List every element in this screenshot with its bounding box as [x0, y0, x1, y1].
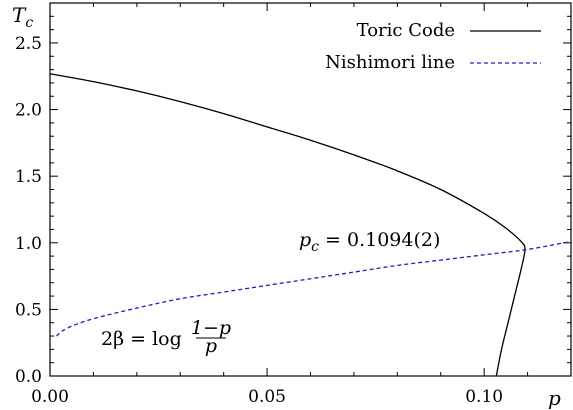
y-tick-label: 0.0 [15, 367, 42, 387]
x-tick-label: 0.05 [248, 387, 286, 407]
nishimori-formula-annotation: 2β = log 1−p p [101, 317, 231, 357]
legend: Toric Code Nishimori line [325, 20, 541, 73]
formula-denominator: p [205, 335, 217, 357]
y-axis-title-subscript: c [25, 15, 33, 31]
x-tick-label: 0.00 [31, 387, 69, 407]
y-axis-title: Tc [12, 3, 33, 31]
series-layer [49, 73, 572, 377]
y-tick-label: 0.5 [15, 300, 42, 320]
tick-labels: 0.00 0.05 0.10 0.0 0.5 1.0 1.5 2.0 2.5 [15, 34, 503, 407]
legend-label-nishimori-line: Nishimori line [325, 52, 455, 73]
critical-point-annotation: pc = 0.1094(2) [299, 229, 440, 255]
formula-numerator: 1−p [191, 317, 231, 339]
y-tick-label: 1.5 [15, 167, 42, 187]
legend-label-toric-code: Toric Code [357, 20, 455, 41]
y-tick-label: 1.0 [15, 234, 42, 254]
formula-lhs: 2β = log [101, 328, 182, 350]
plot-frame [49, 2, 572, 377]
series-line-toric-code [49, 73, 526, 377]
x-axis-title: p [548, 386, 561, 410]
series-line-nishimori-line [56, 240, 572, 337]
x-tick-label: 0.10 [465, 387, 503, 407]
y-tick-label: 2.0 [15, 101, 42, 121]
y-tick-label: 2.5 [15, 34, 42, 54]
axis-ticks [49, 3, 572, 377]
